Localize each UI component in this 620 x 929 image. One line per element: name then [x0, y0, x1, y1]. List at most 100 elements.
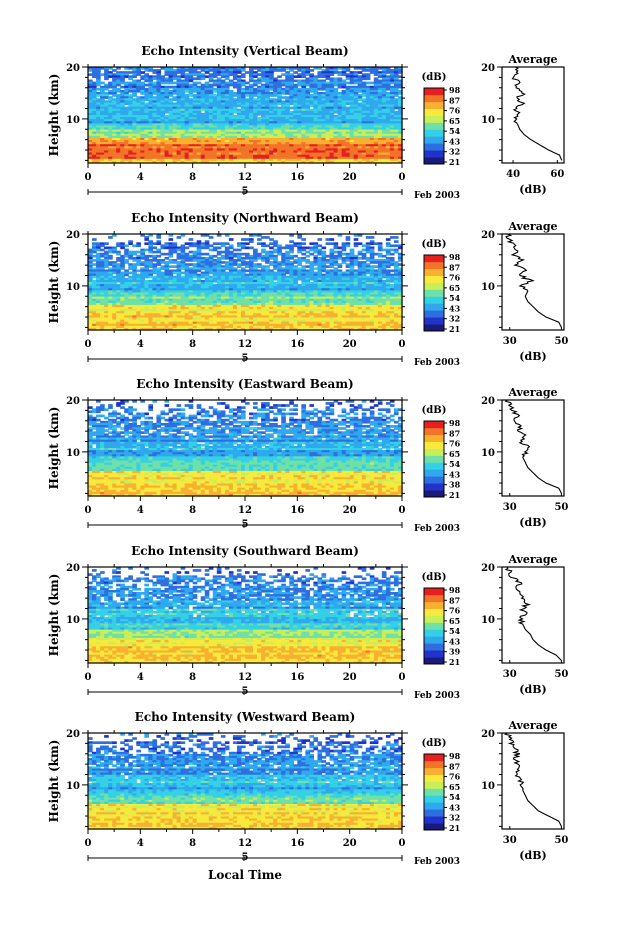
heatmap-cell	[232, 94, 238, 97]
heatmap-cell	[92, 100, 97, 104]
heatmap-cell	[337, 79, 343, 83]
heatmap-cell	[313, 250, 319, 254]
heatmap-cell	[245, 108, 250, 112]
heatmap-cell	[369, 71, 375, 74]
heatmap-cell	[293, 100, 298, 104]
heatmap-cell	[200, 117, 206, 120]
heatmap-cell	[92, 75, 97, 79]
heatmap-cell	[297, 250, 302, 254]
heatmap-cell	[108, 250, 113, 254]
heatmap-cell	[389, 137, 395, 141]
heatmap-cell	[365, 131, 371, 135]
heatmap-cell	[261, 89, 266, 93]
heatmap-cell	[88, 127, 93, 131]
heatmap-cell	[321, 100, 327, 104]
heatmap-cell	[289, 125, 294, 129]
heatmap-cell	[120, 123, 125, 127]
heatmap-cell	[168, 89, 174, 93]
heatmap-cell	[232, 98, 238, 101]
heatmap-cell	[285, 142, 290, 145]
heatmap-cell	[140, 140, 145, 143]
heatmap-cell	[124, 146, 129, 149]
heatmap-cell	[285, 129, 290, 133]
heatmap-cell	[373, 137, 379, 141]
heatmap-cell	[289, 69, 294, 72]
heatmap-cell	[253, 89, 258, 93]
heatmap-cell	[208, 77, 214, 81]
heatmap-cell	[212, 98, 218, 101]
heatmap-cell	[257, 131, 262, 135]
heatmap-cell	[220, 108, 226, 112]
heatmap-cell	[168, 142, 174, 145]
heatmap-cell	[365, 77, 371, 81]
heatmap-cell	[136, 83, 141, 87]
heatmap-cell	[100, 67, 105, 70]
heatmap-cell	[96, 106, 101, 110]
heatmap-cell	[92, 87, 97, 91]
heatmap-cell	[377, 102, 383, 106]
heatmap-cell	[172, 133, 178, 137]
heatmap-cell	[124, 115, 129, 118]
heatmap-cell	[148, 89, 154, 93]
heatmap-cell	[104, 69, 109, 72]
heatmap-cell	[397, 100, 403, 104]
heatmap-cell	[261, 100, 266, 104]
heatmap-cell	[136, 115, 141, 118]
heatmap-cell	[397, 69, 403, 72]
heatmap-cell	[172, 87, 178, 91]
heatmap-cell	[208, 117, 214, 120]
heatmap-cell	[369, 127, 375, 131]
heatmap-cell	[208, 137, 214, 141]
heatmap-cell	[96, 135, 101, 139]
heatmap-cell	[253, 131, 258, 135]
heatmap-cell	[212, 123, 218, 127]
heatmap-cell	[212, 144, 218, 147]
heatmap-cell	[156, 133, 162, 137]
heatmap-cell	[297, 125, 302, 129]
heatmap-cell	[329, 144, 335, 147]
heatmap-cell	[88, 106, 93, 110]
heatmap-cell	[140, 67, 145, 70]
heatmap-cell	[301, 75, 306, 79]
heatmap-cell	[116, 112, 121, 116]
heatmap-cell	[144, 106, 149, 110]
heatmap-cell	[269, 71, 274, 74]
heatmap-cell	[289, 73, 294, 76]
heatmap-cell	[228, 117, 234, 120]
heatmap-cell	[269, 137, 274, 141]
heatmap-cell	[377, 110, 383, 114]
heatmap-cell	[200, 137, 206, 141]
heatmap-cell	[104, 73, 109, 76]
heatmap-cell	[345, 96, 351, 99]
heatmap-cell	[397, 110, 403, 114]
heatmap-cell	[164, 104, 170, 108]
heatmap-cell	[373, 115, 379, 118]
heatmap-cell	[373, 92, 379, 95]
heatmap-cell	[136, 89, 141, 93]
heatmap-cell	[317, 123, 323, 127]
heatmap-cell	[112, 89, 117, 93]
heatmap-cell	[196, 100, 202, 104]
heatmap-cell	[365, 85, 371, 89]
heatmap-cell	[240, 96, 246, 99]
heatmap-cell	[132, 67, 137, 70]
heatmap-cell	[88, 98, 93, 101]
heatmap-cell	[176, 123, 182, 127]
heatmap-cell	[204, 133, 210, 137]
heatmap-cell	[96, 115, 101, 118]
heatmap-cell	[208, 129, 214, 133]
heatmap-cell	[333, 96, 339, 99]
heatmap-cell	[329, 89, 335, 93]
heatmap-cell	[240, 108, 246, 112]
heatmap-cell	[373, 104, 379, 108]
heatmap-cell	[216, 140, 222, 143]
heatmap-cell	[168, 125, 174, 129]
heatmap-cell	[224, 256, 230, 260]
heatmap-cell	[281, 89, 286, 93]
heatmap-cell	[329, 265, 335, 268]
heatmap-cell	[148, 81, 154, 85]
heatmap-cell	[152, 123, 158, 127]
heatmap-cell	[176, 94, 182, 97]
heatmap-cell	[136, 123, 141, 127]
heatmap-cell	[224, 106, 230, 110]
